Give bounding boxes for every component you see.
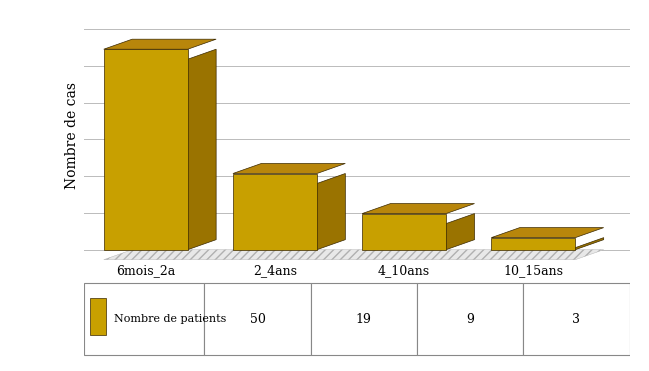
Text: 50: 50 xyxy=(249,312,265,326)
Polygon shape xyxy=(104,250,604,260)
Polygon shape xyxy=(233,164,345,174)
FancyBboxPatch shape xyxy=(204,283,311,355)
Polygon shape xyxy=(575,238,604,250)
Text: Nombre de patients: Nombre de patients xyxy=(114,314,227,324)
Polygon shape xyxy=(491,228,604,238)
FancyBboxPatch shape xyxy=(523,283,630,355)
Polygon shape xyxy=(104,39,216,49)
Polygon shape xyxy=(491,238,575,250)
Polygon shape xyxy=(317,174,345,250)
Polygon shape xyxy=(233,174,317,250)
Y-axis label: Nombre de cas: Nombre de cas xyxy=(65,82,79,189)
FancyBboxPatch shape xyxy=(84,283,204,355)
Polygon shape xyxy=(104,49,188,250)
Polygon shape xyxy=(362,214,446,250)
Polygon shape xyxy=(188,49,216,250)
Polygon shape xyxy=(446,214,474,250)
FancyBboxPatch shape xyxy=(417,283,523,355)
Polygon shape xyxy=(362,204,474,214)
Text: 19: 19 xyxy=(356,312,372,326)
FancyBboxPatch shape xyxy=(311,283,417,355)
Bar xyxy=(90,298,106,335)
Text: 9: 9 xyxy=(466,312,474,326)
Text: 3: 3 xyxy=(572,312,580,326)
